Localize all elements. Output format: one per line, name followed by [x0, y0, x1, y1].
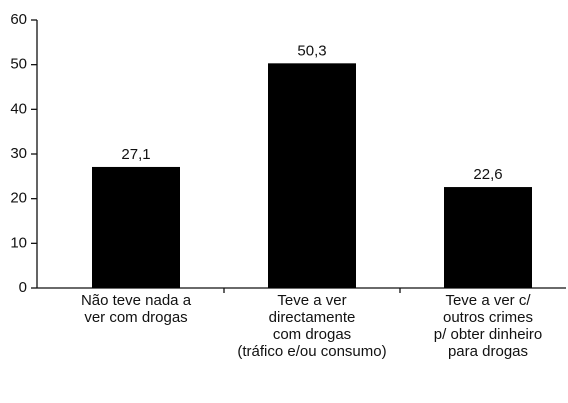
y-tick-label: 10 — [10, 234, 27, 251]
y-tick-label: 60 — [10, 11, 27, 28]
y-tick-label: 20 — [10, 190, 27, 207]
y-tick-label: 40 — [10, 100, 27, 117]
bar — [92, 166, 180, 288]
x-tick-label: Não teve nada a — [81, 292, 192, 309]
x-tick-label: (tráfico e/ou consumo) — [237, 343, 386, 360]
x-tick-label: com drogas — [273, 326, 351, 343]
y-tick-label: 30 — [10, 145, 27, 162]
x-tick-label: directamente — [269, 309, 356, 326]
bar — [268, 63, 356, 289]
x-tick-label: outros crimes — [443, 309, 533, 326]
x-tick-label: Teve a ver — [277, 292, 346, 309]
data-label: 27,1 — [121, 146, 150, 163]
data-label: 50,3 — [297, 42, 326, 59]
bar — [444, 187, 532, 288]
x-tick-label: Teve a ver c/ — [445, 292, 531, 309]
x-tick-label: para drogas — [448, 343, 528, 360]
y-tick-label: 50 — [10, 56, 27, 73]
x-tick-label: ver com drogas — [84, 309, 187, 326]
data-label: 22,6 — [473, 166, 502, 183]
y-tick-label: 0 — [19, 279, 27, 296]
x-tick-label: p/ obter dinheiro — [434, 326, 542, 343]
